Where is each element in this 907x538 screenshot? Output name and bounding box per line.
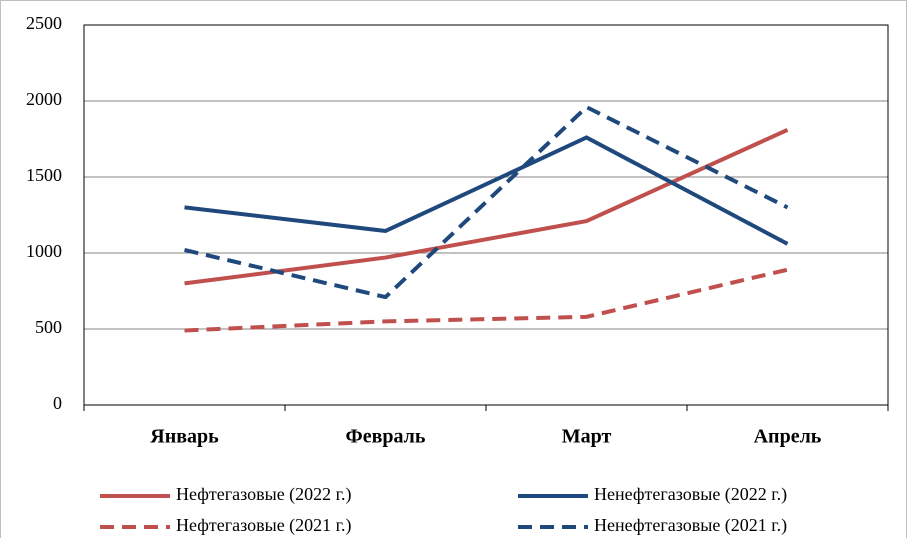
x-tick-label: Март [562, 426, 612, 448]
legend-label: Ненефтегазовые (2022 г.) [594, 484, 787, 505]
series-line [184, 135, 789, 246]
y-tick-label: 2500 [26, 13, 62, 33]
legend-label: Ненефтегазовые (2021 г.) [594, 515, 787, 536]
legend-label: Нефтегазовые (2022 г.) [176, 484, 352, 505]
series-line [184, 104, 789, 300]
x-tick-label: Апрель [754, 426, 822, 448]
y-tick-label: 1000 [26, 241, 62, 261]
series-line [184, 128, 789, 286]
y-tick-label: 500 [35, 317, 62, 337]
y-tick-label: 1500 [26, 165, 62, 185]
x-tick-label: Январь [150, 426, 219, 448]
legend-label: Нефтегазовые (2021 г.) [176, 515, 352, 536]
y-tick-label: 2000 [26, 89, 62, 109]
series-line [184, 267, 788, 333]
y-tick-label: 0 [53, 393, 62, 413]
x-tick-label: Февраль [346, 426, 426, 448]
